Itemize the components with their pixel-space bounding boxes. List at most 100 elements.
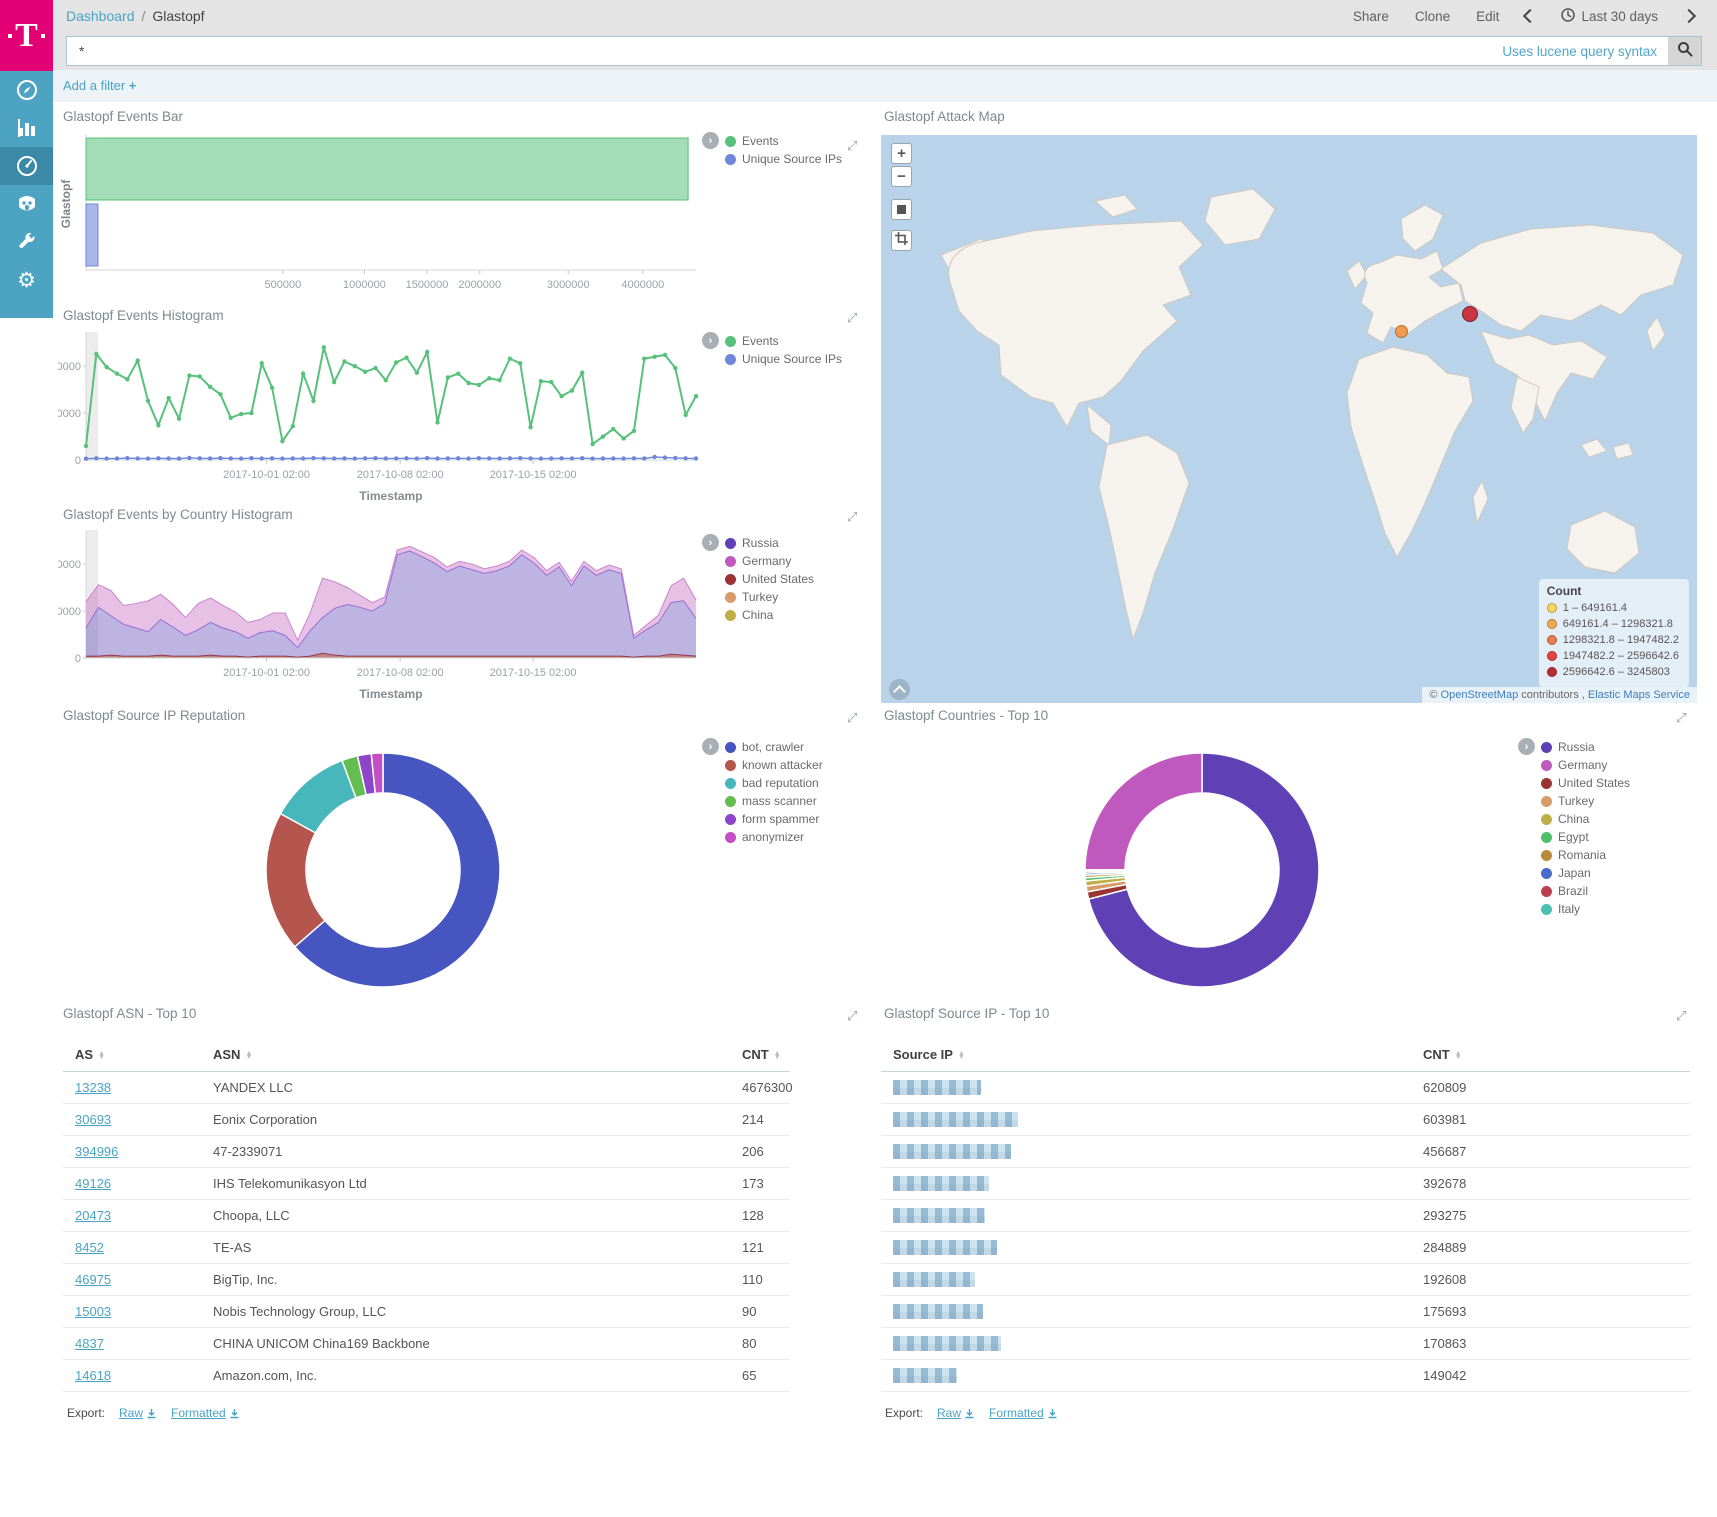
data-point[interactable] <box>559 393 564 399</box>
map-fit-bounds-button[interactable] <box>891 199 912 220</box>
data-point[interactable] <box>125 455 130 461</box>
legend-item[interactable]: China <box>1541 810 1630 828</box>
as-number-link[interactable]: 13238 <box>75 1080 112 1095</box>
legend-item[interactable]: Events <box>725 332 842 350</box>
data-point[interactable] <box>590 456 595 461</box>
column-header-asn[interactable]: ASN ▲ ▼ <box>201 1038 730 1072</box>
area-series[interactable] <box>86 551 696 658</box>
data-point[interactable] <box>673 365 678 371</box>
as-number-link[interactable]: 8452 <box>75 1240 104 1255</box>
legend-item[interactable]: Romania <box>1541 846 1630 864</box>
reputation-donut-chart[interactable] <box>263 750 503 990</box>
data-point[interactable] <box>228 415 233 420</box>
export-raw-link[interactable]: Raw <box>119 1406 157 1420</box>
expand-icon[interactable]: ⤢ <box>847 1009 858 1024</box>
time-range-picker[interactable]: Last 30 days <box>1561 8 1658 25</box>
data-point[interactable] <box>456 456 461 461</box>
lucene-syntax-link[interactable]: Uses lucene query syntax <box>1502 43 1657 59</box>
data-point[interactable] <box>197 374 202 379</box>
data-point[interactable] <box>311 455 316 461</box>
data-point[interactable] <box>176 416 182 421</box>
legend-toggle-icon[interactable]: › <box>702 132 719 149</box>
data-point[interactable] <box>300 371 306 376</box>
edit-button[interactable]: Edit <box>1476 9 1500 24</box>
legend-item[interactable]: United States <box>725 570 814 588</box>
data-point[interactable] <box>476 456 482 461</box>
legend-item[interactable]: known attacker <box>725 756 823 774</box>
data-point[interactable] <box>631 428 637 434</box>
data-point[interactable] <box>104 364 109 370</box>
data-point[interactable] <box>549 456 554 461</box>
legend-item[interactable]: Germany <box>725 552 814 570</box>
legend-item[interactable]: Events <box>725 132 842 150</box>
data-point[interactable] <box>269 456 275 461</box>
unique-ips-bar[interactable] <box>85 203 99 267</box>
sidebar-item-visualize[interactable] <box>0 109 53 147</box>
legend-item[interactable]: Unique Source IPs <box>725 150 842 168</box>
data-point[interactable] <box>600 456 606 461</box>
legend-toggle-icon[interactable]: › <box>702 332 719 349</box>
data-point[interactable] <box>424 349 430 355</box>
data-point[interactable] <box>238 456 244 461</box>
data-point[interactable] <box>259 456 264 461</box>
expand-icon[interactable]: ⤢ <box>1676 711 1687 726</box>
data-point[interactable] <box>352 456 358 461</box>
data-point[interactable] <box>404 355 409 360</box>
data-point[interactable] <box>342 359 347 364</box>
column-header-cnt[interactable]: CNT ▲ ▼ <box>730 1038 790 1072</box>
data-point[interactable] <box>238 411 244 417</box>
expand-icon[interactable]: ⤢ <box>847 711 858 726</box>
data-point[interactable] <box>280 439 285 444</box>
time-back-button[interactable] <box>1523 8 1538 24</box>
data-point[interactable] <box>497 378 502 383</box>
data-point[interactable] <box>362 369 368 374</box>
data-point[interactable] <box>456 371 461 376</box>
data-point[interactable] <box>156 423 161 428</box>
attack-location-marker[interactable] <box>1394 324 1408 338</box>
events-histogram-chart[interactable]: 0 50000 100000 2017-10-01 02:00 2017-10-08 0… <box>58 328 708 504</box>
share-button[interactable]: Share <box>1352 9 1389 24</box>
events-bar[interactable] <box>85 137 689 201</box>
expand-icon[interactable]: ⤢ <box>847 311 858 326</box>
data-point[interactable] <box>300 456 306 461</box>
data-point[interactable] <box>580 370 585 375</box>
data-point[interactable] <box>83 456 89 461</box>
data-point[interactable] <box>269 385 275 390</box>
data-point[interactable] <box>321 456 326 461</box>
data-point[interactable] <box>580 456 585 461</box>
legend-item[interactable]: Brazil <box>1541 882 1630 900</box>
legend-item[interactable]: United States <box>1541 774 1630 792</box>
data-point[interactable] <box>497 456 502 461</box>
openstreetmap-link[interactable]: OpenStreetMap <box>1440 689 1519 701</box>
data-point[interactable] <box>114 371 120 376</box>
data-point[interactable] <box>290 424 295 429</box>
data-point[interactable] <box>280 456 285 461</box>
data-point[interactable] <box>94 351 99 357</box>
legend-item[interactable]: mass scanner <box>725 792 823 810</box>
data-point[interactable] <box>569 456 575 461</box>
donut-slice[interactable] <box>1087 752 1320 988</box>
legend-toggle-icon[interactable]: › <box>702 738 719 755</box>
data-point[interactable] <box>414 456 420 461</box>
data-point[interactable] <box>187 455 192 461</box>
data-point[interactable] <box>383 378 389 383</box>
data-point[interactable] <box>590 441 595 447</box>
data-point[interactable] <box>600 434 606 439</box>
sidebar-item-timelion[interactable] <box>0 185 53 223</box>
legend-item[interactable]: bad reputation <box>725 774 823 792</box>
data-point[interactable] <box>145 398 151 404</box>
data-point[interactable] <box>435 456 440 461</box>
data-point[interactable] <box>466 380 471 386</box>
country-histogram-chart[interactable]: 0 50000 100000 2017-10-01 02:00 2017-10-08 0… <box>58 526 708 704</box>
legend-item[interactable]: Germany <box>1541 756 1630 774</box>
data-point[interactable] <box>487 376 492 381</box>
data-point[interactable] <box>518 361 523 366</box>
legend-item[interactable]: Italy <box>1541 900 1630 918</box>
data-point[interactable] <box>373 456 378 461</box>
data-point[interactable] <box>218 392 223 397</box>
legend-item[interactable]: Egypt <box>1541 828 1630 846</box>
donut-slice[interactable] <box>1084 752 1203 871</box>
data-point[interactable] <box>207 456 213 461</box>
search-button[interactable] <box>1668 36 1702 66</box>
as-number-link[interactable]: 20473 <box>75 1208 112 1223</box>
